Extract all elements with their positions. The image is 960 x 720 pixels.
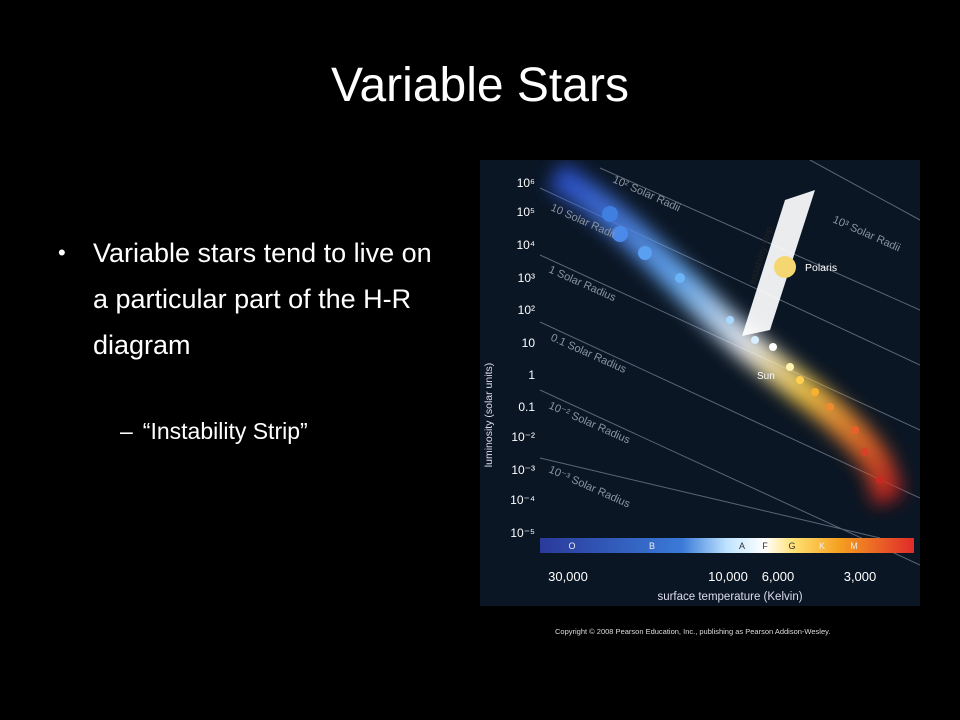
- spectral-class: F: [762, 541, 768, 551]
- y-label: 10⁴: [516, 238, 535, 252]
- spectral-class: B: [649, 541, 655, 551]
- y-label: 10⁻²: [511, 430, 535, 444]
- y-label: 10⁻⁴: [510, 493, 535, 507]
- spectral-bar: [540, 538, 914, 553]
- x-label: 10,000: [708, 569, 748, 584]
- sub-bullet: – “Instability Strip”: [120, 418, 308, 445]
- copyright: Copyright © 2008 Pearson Education, Inc.…: [555, 627, 831, 636]
- slide-title: Variable Stars: [331, 59, 629, 112]
- x-label: 30,000: [548, 569, 588, 584]
- y-label: 0.1: [518, 400, 535, 414]
- sun-label: Sun: [757, 371, 775, 382]
- polaris-label: Polaris: [805, 262, 837, 274]
- x-axis-label: surface temperature (Kelvin): [657, 591, 802, 603]
- sub-bullet-text: “Instability Strip”: [142, 418, 308, 444]
- y-axis-label: luminosity (solar units): [483, 363, 495, 467]
- y-label: 10⁵: [517, 205, 535, 219]
- y-label: 10⁶: [517, 176, 535, 190]
- y-label: 10³: [518, 271, 535, 285]
- bullet-text: Variable stars tend to live on a particu…: [93, 238, 432, 360]
- hr-diagram: Polaris Sun instability strip luminosity…: [480, 160, 920, 606]
- spectral-class: M: [850, 541, 858, 551]
- spectral-class: K: [819, 541, 825, 551]
- spectral-class: G: [788, 541, 795, 551]
- stars: [602, 206, 884, 484]
- y-label: 10²: [518, 303, 535, 317]
- main-sequence: [547, 161, 904, 507]
- y-label: 10: [522, 336, 536, 350]
- y-label: 10⁻⁵: [510, 526, 535, 540]
- spectral-class: O: [568, 541, 575, 551]
- bullet-marker: •: [58, 240, 66, 265]
- spectral-class: A: [739, 541, 745, 551]
- y-label: 1: [528, 368, 535, 382]
- y-label: 10⁻³: [511, 463, 535, 477]
- sub-bullet-marker: –: [120, 418, 133, 444]
- x-label: 6,000: [762, 569, 795, 584]
- x-label: 3,000: [844, 569, 877, 584]
